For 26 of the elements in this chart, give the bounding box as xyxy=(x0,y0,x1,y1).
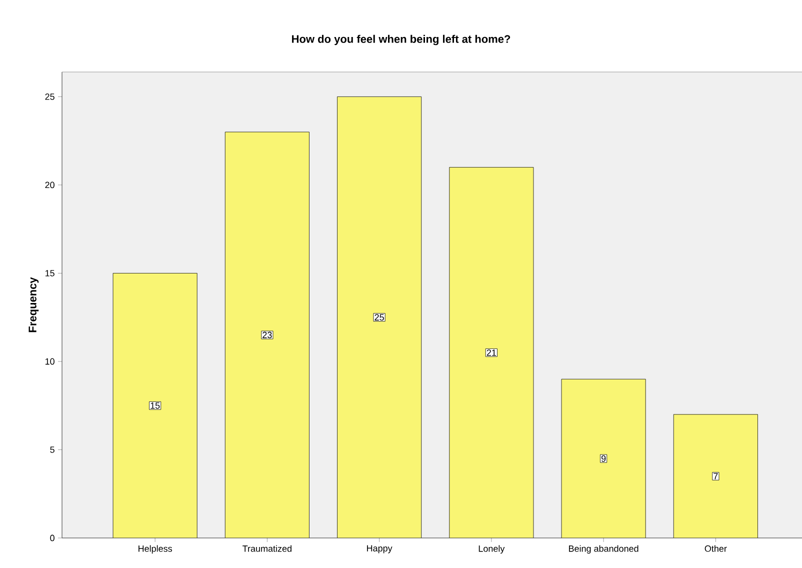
x-tick-label: Lonely xyxy=(478,545,505,554)
data-label: 23 xyxy=(262,332,272,338)
y-axis-title: Frequency xyxy=(28,277,39,332)
data-label: 15 xyxy=(150,402,160,409)
y-tick-label: 0 xyxy=(50,534,54,542)
bar xyxy=(113,273,198,538)
x-tick-label: Helpless xyxy=(138,545,172,554)
bar xyxy=(225,132,310,538)
y-tick-label: 15 xyxy=(45,270,54,276)
x-tick-label: Traumatized xyxy=(242,545,292,552)
bar xyxy=(562,379,646,538)
chart-title: How do you feel when being left at home? xyxy=(292,34,510,46)
bar xyxy=(673,414,758,538)
x-tick-label: Other xyxy=(704,545,727,552)
y-tick-label: 20 xyxy=(45,182,54,188)
x-tick-label: Being abandoned xyxy=(569,545,638,554)
bar xyxy=(337,96,422,538)
y-tick-label: 10 xyxy=(45,358,54,365)
y-tick-label: 25 xyxy=(45,94,54,100)
data-label: 21 xyxy=(486,350,496,356)
data-label: 9 xyxy=(601,455,606,462)
x-tick-label: Happy xyxy=(367,545,392,554)
y-tick-label: 5 xyxy=(50,446,54,453)
bar xyxy=(449,167,534,538)
data-label: 25 xyxy=(374,314,384,321)
data-label: 7 xyxy=(714,473,718,480)
